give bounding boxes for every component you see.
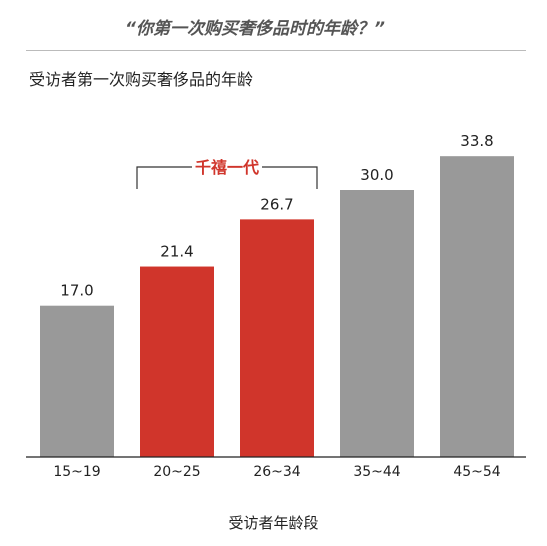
x-tick-label-45~54: 45~54	[453, 464, 500, 480]
bar-35~44	[340, 190, 414, 457]
data-label-15~19: 17.0	[60, 282, 93, 300]
bar-20~25	[140, 266, 214, 457]
data-label-35~44: 30.0	[360, 166, 393, 184]
data-label-20~25: 21.4	[160, 243, 193, 261]
x-tick-label-20~25: 20~25	[153, 464, 200, 480]
x-tick-label-26~34: 26~34	[253, 464, 300, 480]
bar-45~54	[440, 156, 514, 457]
data-label-45~54: 33.8	[460, 132, 493, 150]
x-axis-title: 受访者年龄段	[228, 514, 319, 532]
chart-quote-title: “你第一次购买奢侈品时的年龄？”	[125, 19, 385, 39]
x-tick-label-35~44: 35~44	[353, 464, 400, 480]
bar-26~34	[240, 219, 314, 457]
data-label-26~34: 26.7	[260, 195, 293, 213]
chart-subtitle: 受访者第一次购买奢侈品的年龄	[29, 70, 254, 89]
bracket-left	[136, 166, 192, 189]
annotation-millennials: 千禧一代	[195, 158, 259, 177]
bar-15~19	[40, 305, 114, 457]
x-tick-label-15~19: 15~19	[53, 464, 100, 480]
bracket-right	[262, 166, 318, 189]
title-divider	[26, 50, 526, 51]
